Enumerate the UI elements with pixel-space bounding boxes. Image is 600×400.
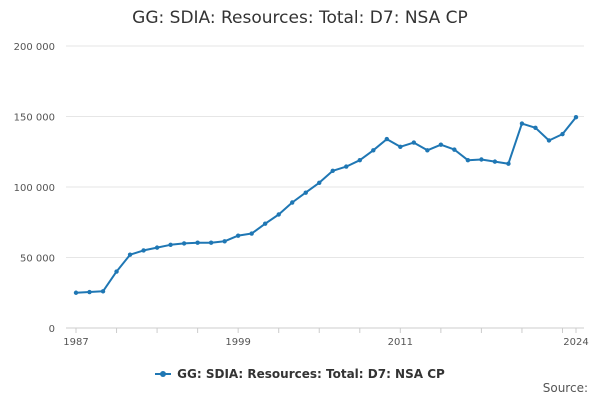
data-point — [357, 158, 362, 163]
data-point — [398, 144, 403, 150]
source-label: Source: — [542, 381, 588, 395]
data-point — [303, 190, 308, 195]
data-point — [425, 148, 430, 153]
x-axis: 1987 1999 2011 2024 — [63, 327, 589, 348]
data-point — [114, 269, 119, 274]
data-point — [560, 131, 565, 137]
legend-item[interactable]: GG: SDIA: Resources: Total: D7: NSA CP — [155, 367, 445, 381]
data-point — [276, 212, 281, 217]
x-tick-label: 1987 — [63, 337, 88, 348]
data-point — [235, 233, 241, 238]
data-point — [262, 221, 268, 226]
data-point — [154, 245, 160, 250]
y-tick-label: 150 000 — [14, 113, 55, 124]
x-tick-label: 1999 — [225, 337, 250, 348]
data-point — [479, 157, 484, 162]
legend-label: GG: SDIA: Resources: Total: D7: NSA CP — [177, 367, 445, 381]
data-point — [371, 148, 376, 153]
grid-lines — [66, 45, 584, 258]
data-point — [127, 252, 133, 257]
data-point — [573, 115, 579, 120]
data-point — [438, 142, 444, 147]
data-point — [87, 289, 92, 295]
y-axis-ticks: 0 50 000 100 000 150 000 200 000 — [14, 42, 55, 335]
data-point — [411, 140, 417, 145]
y-tick-label: 50 000 — [20, 254, 55, 265]
data-point — [249, 231, 254, 236]
chart-title: GG: SDIA: Resources: Total: D7: NSA CP — [132, 8, 468, 28]
data-point — [100, 289, 106, 294]
x-tick-label: 2024 — [563, 337, 588, 348]
x-tick-label: 2011 — [388, 337, 413, 348]
y-tick-label: 100 000 — [14, 183, 55, 194]
data-point — [73, 290, 79, 295]
data-point — [208, 240, 214, 245]
data-point — [506, 161, 511, 166]
data-point — [195, 240, 200, 245]
series-line — [75, 116, 577, 294]
y-tick-label: 200 000 — [14, 42, 55, 53]
data-point — [317, 180, 322, 185]
data-point — [546, 138, 552, 143]
data-point — [330, 168, 335, 173]
data-point — [168, 242, 173, 248]
data-point — [290, 200, 295, 205]
data-point — [181, 241, 187, 246]
data-point — [384, 136, 390, 142]
data-point — [344, 164, 349, 169]
series-group — [73, 115, 579, 295]
legend: GG: SDIA: Resources: Total: D7: NSA CP — [0, 364, 600, 381]
data-point — [222, 239, 227, 244]
data-point — [492, 159, 498, 164]
data-point — [519, 121, 525, 126]
legend-line-marker-icon — [155, 371, 172, 377]
y-tick-label: 0 — [49, 324, 55, 335]
data-point — [452, 147, 457, 152]
data-point — [533, 125, 538, 130]
data-point — [465, 158, 471, 163]
data-point — [141, 248, 146, 253]
